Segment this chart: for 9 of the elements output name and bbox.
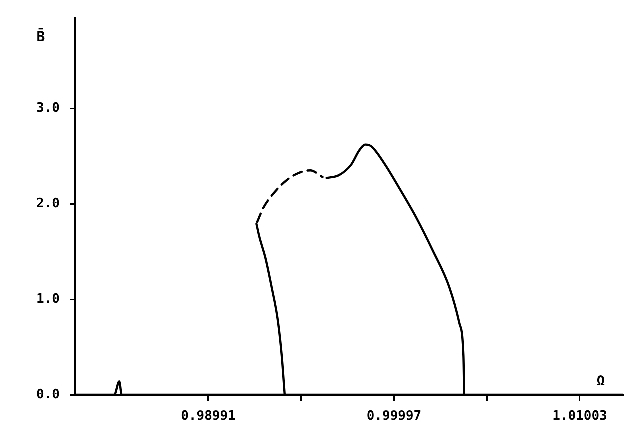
y-tick-label: 1.0: [36, 292, 60, 307]
y-axis-title: B̄: [36, 28, 46, 46]
y-tick-label: 3.0: [36, 100, 60, 116]
x-tick-label: 1.01003: [552, 409, 608, 424]
x-tick-label: 0.99997: [366, 409, 422, 424]
y-tick-label: 2.0: [36, 196, 60, 212]
y-tick-label: 0.0: [36, 387, 60, 402]
x-tick-label: 0.98991: [181, 409, 236, 424]
x-axis-title: Ω: [596, 374, 606, 390]
